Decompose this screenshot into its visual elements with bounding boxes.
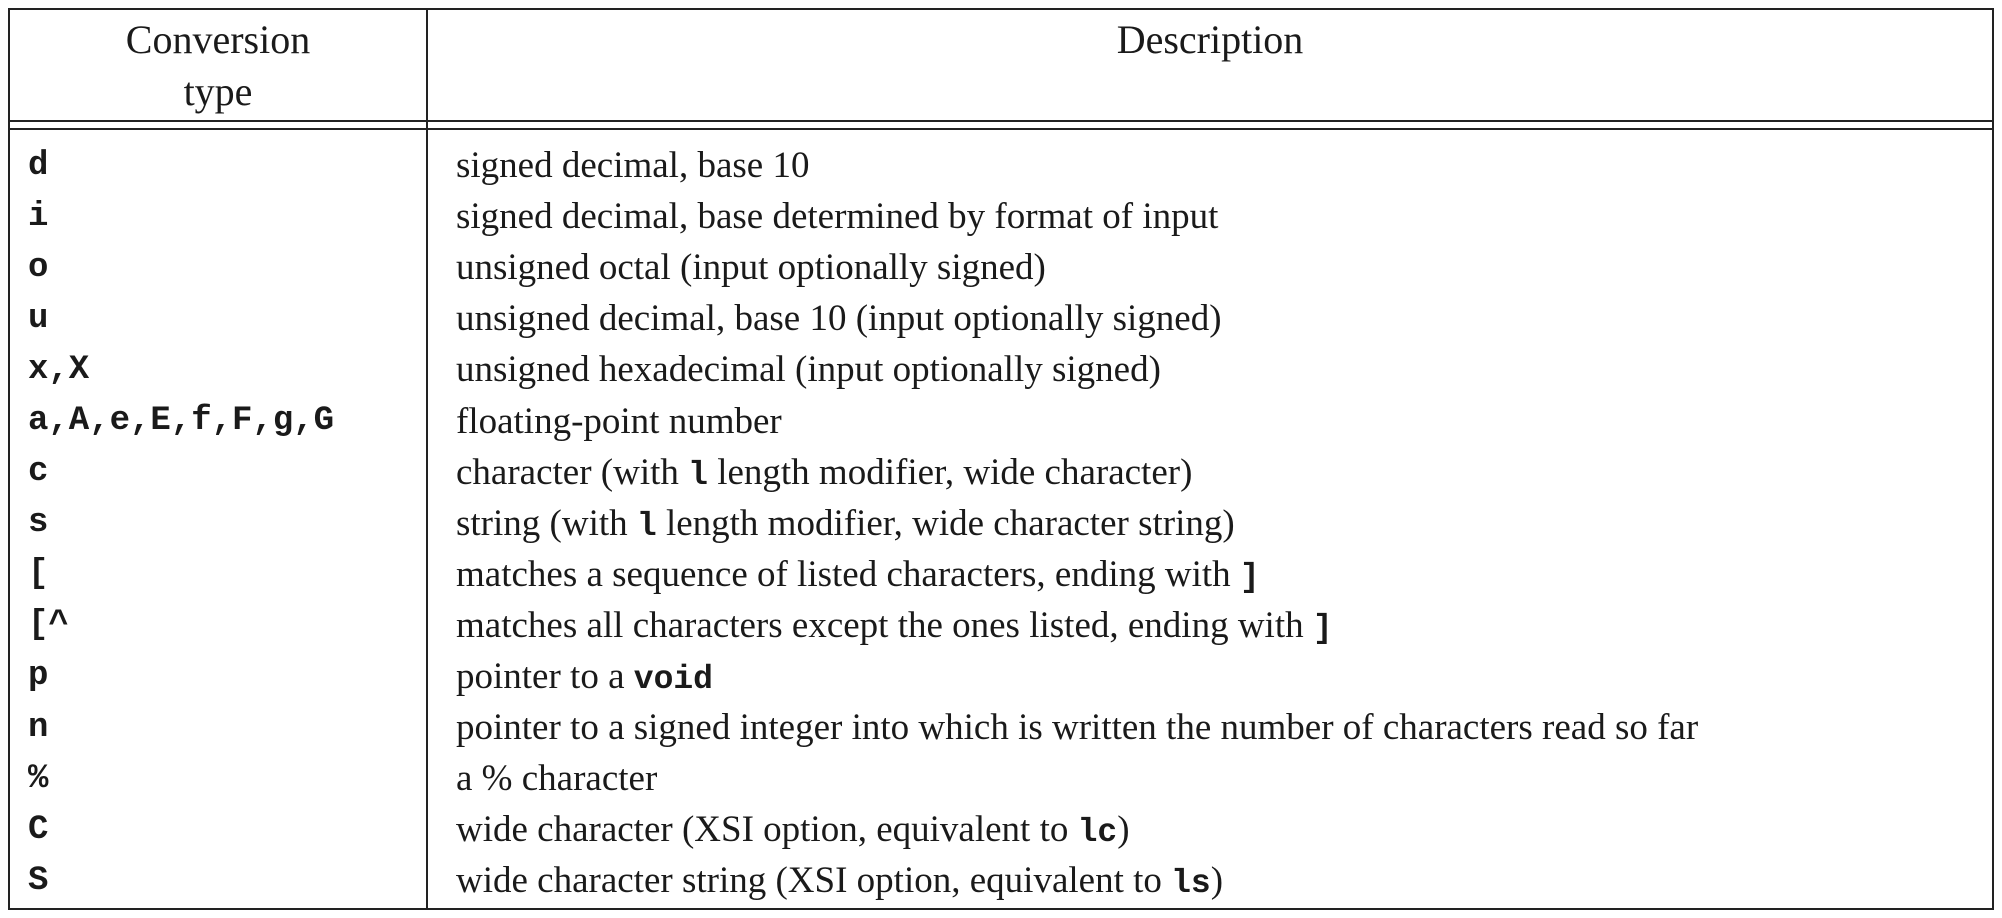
- conversion-type-cell: a,A,e,E,f,F,g,G: [28, 402, 335, 441]
- conversion-type-cell: u: [28, 299, 49, 338]
- header-description: Description: [428, 14, 1992, 66]
- table-row: o unsigned octal (input optionally signed…: [10, 242, 1992, 293]
- description-text: matches all characters except the ones l…: [456, 604, 1313, 646]
- description-text: matches a sequence of listed characters,…: [456, 553, 1240, 595]
- description-text: a % character: [456, 758, 658, 800]
- description-cell: wide character (XSI option, equivalent t…: [456, 808, 1982, 851]
- description-text: wide character (XSI option, equivalent t…: [456, 809, 1078, 851]
- table-row: % a % character: [10, 753, 1992, 804]
- conversion-type-cell: x,X: [28, 350, 90, 389]
- description-text: signed decimal, base 10: [456, 145, 810, 187]
- table-row: p pointer to a void: [10, 651, 1992, 702]
- header-rule-top: [10, 120, 1992, 122]
- header-rule-bottom: [10, 128, 1992, 130]
- description-cell: string (with l length modifier, wide cha…: [456, 502, 1982, 545]
- table-row: x,X unsigned hexadecimal (input optionall…: [10, 344, 1992, 395]
- description-text: signed decimal, base determined by forma…: [456, 196, 1219, 238]
- description-text: length modifier, wide character): [707, 451, 1193, 493]
- description-code: lc: [1077, 814, 1118, 852]
- description-text: wide character string (XSI option, equiv…: [456, 860, 1172, 902]
- header-conversion-line2: type: [183, 69, 253, 114]
- description-text: unsigned decimal, base 10 (input optiona…: [456, 298, 1222, 340]
- conversion-type-cell: %: [28, 759, 49, 798]
- conversion-type-cell: S: [28, 861, 49, 900]
- description-cell: pointer to a signed integer into which i…: [456, 706, 1982, 749]
- header-description-label: Description: [1116, 17, 1304, 62]
- description-cell: unsigned octal (input optionally signed): [456, 246, 1982, 289]
- description-code: ls: [1171, 865, 1211, 903]
- description-cell: floating-point number: [456, 400, 1982, 443]
- conversion-type-cell: [: [28, 555, 49, 594]
- description-cell: wide character string (XSI option, equiv…: [456, 859, 1982, 902]
- description-text: unsigned octal (input optionally signed): [456, 247, 1046, 289]
- description-code: ]: [1239, 558, 1260, 596]
- conversion-type-cell: p: [28, 657, 49, 696]
- description-text: unsigned hexadecimal (input optionally s…: [456, 349, 1161, 391]
- conversion-type-cell: C: [28, 810, 49, 849]
- header-conversion-type: Conversion type: [10, 14, 426, 118]
- table-row: u unsigned decimal, base 10 (input option…: [10, 293, 1992, 344]
- header-conversion-line1: Conversion: [125, 17, 311, 62]
- table-row: s string (with l length modifier, wide ch…: [10, 498, 1992, 549]
- description-code: l: [688, 456, 708, 494]
- table-row: [^ matches all characters except the ones…: [10, 600, 1992, 651]
- description-cell: signed decimal, base determined by forma…: [456, 195, 1982, 238]
- description-code: ]: [1312, 609, 1333, 647]
- conversion-type-cell: o: [28, 248, 49, 287]
- table-row: i signed decimal, base determined by form…: [10, 191, 1992, 242]
- description-code: void: [633, 660, 713, 698]
- description-cell: unsigned decimal, base 10 (input optiona…: [456, 297, 1982, 340]
- description-text: ): [1117, 809, 1130, 851]
- description-text: floating-point number: [456, 400, 782, 442]
- conversion-type-cell: [^: [28, 606, 69, 645]
- description-cell: signed decimal, base 10: [456, 144, 1982, 187]
- conversion-type-cell: c: [28, 453, 49, 492]
- conversion-type-cell: n: [28, 708, 49, 747]
- description-cell: pointer to a void: [456, 655, 1982, 698]
- description-cell: a % character: [456, 757, 1982, 800]
- description-code: l: [636, 507, 657, 545]
- conversion-type-cell: i: [28, 197, 49, 236]
- description-text: character (with: [456, 451, 689, 493]
- table-body: d signed decimal, base 10 i signed decimal,…: [10, 140, 1992, 906]
- column-divider: [426, 10, 428, 908]
- table-row: c character (with l length modifier, wide…: [10, 447, 1992, 498]
- description-text: string (with: [456, 502, 637, 544]
- table-row: d signed decimal, base 10: [10, 140, 1992, 191]
- description-text: pointer to a signed integer into which i…: [456, 707, 1699, 749]
- description-cell: unsigned hexadecimal (input optionally s…: [456, 348, 1982, 391]
- table-row: n pointer to a signed integer into which …: [10, 702, 1992, 753]
- table-row: [ matches a sequence of listed characters…: [10, 549, 1992, 600]
- conversion-type-cell: s: [28, 504, 49, 543]
- conversion-table: Conversion type Description d signed deci…: [8, 8, 1994, 910]
- description-text: ): [1210, 860, 1224, 902]
- table-row: a,A,e,E,f,F,g,G floating-point number: [10, 395, 1992, 446]
- description-cell: matches all characters except the ones l…: [456, 604, 1982, 647]
- description-cell: matches a sequence of listed characters,…: [456, 553, 1982, 596]
- conversion-type-cell: d: [28, 146, 49, 185]
- description-text: pointer to a: [456, 655, 634, 697]
- description-cell: character (with l length modifier, wide …: [456, 451, 1982, 494]
- description-text: length modifier, wide character string): [656, 502, 1235, 544]
